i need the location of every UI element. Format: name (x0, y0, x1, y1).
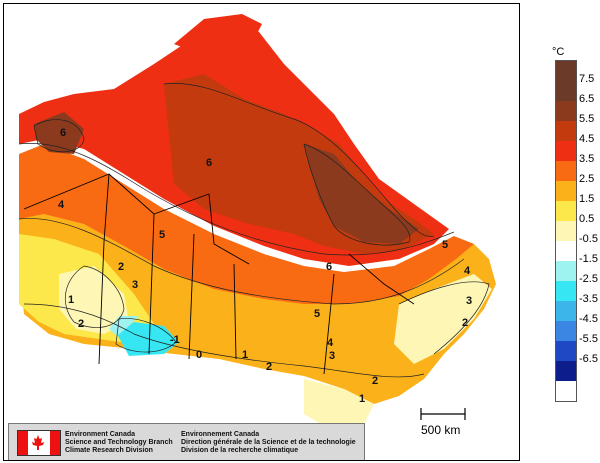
legend-label: 7.5 (579, 73, 595, 85)
contour-label: 3 (329, 350, 335, 362)
region-0-1-east (394, 274, 492, 364)
legend-unit: °C (552, 46, 565, 58)
contour-label: 4 (327, 337, 334, 349)
contour-label: 2 (266, 361, 272, 373)
legend-swatch (556, 61, 576, 81)
credit-fr-line: Division de la recherche climatique (181, 447, 299, 454)
legend-label: -5.5 (579, 333, 598, 345)
contour-label: 1 (242, 349, 248, 361)
legend-swatch (556, 341, 576, 361)
legend-label: -2.5 (579, 273, 598, 285)
contour-label: -1 (170, 334, 180, 346)
credit-fr-line: Environnement Canada (181, 431, 260, 438)
contour-label: 2 (372, 375, 378, 387)
legend-swatch (556, 301, 576, 321)
legend-swatch (556, 221, 576, 241)
contour-label: 4 (58, 199, 65, 211)
contour-label: 2 (462, 317, 468, 329)
contour-label: 6 (326, 261, 332, 273)
region-0-1 (59, 266, 129, 334)
legend-label: 1.5 (579, 193, 595, 205)
credit-french: Environnement Canada Direction générale … (181, 431, 356, 455)
legend-swatch (556, 261, 576, 281)
credit-en-line: Environment Canada (65, 431, 136, 438)
legend-swatch (556, 161, 576, 181)
region-3-4 (19, 144, 474, 304)
contour-label: 6 (60, 127, 66, 139)
legend-label: 5.5 (579, 113, 595, 125)
region-6-7 (304, 144, 419, 244)
contour-label: 2 (118, 261, 124, 273)
legend-swatch (556, 141, 576, 161)
legend-label: 4.5 (579, 133, 595, 145)
legend-label: -1.5 (579, 253, 598, 265)
legend-swatch (556, 361, 576, 381)
contour-label: 0 (196, 349, 202, 361)
legend-label: -3.5 (579, 293, 598, 305)
legend-label: 3.5 (579, 153, 595, 165)
contour-label: 5 (314, 308, 320, 320)
legend-label: 6.5 (579, 93, 595, 105)
boundaries (23, 173, 415, 375)
region-6-7-west (34, 112, 84, 154)
legend-swatch (556, 201, 576, 221)
contour-label: 5 (442, 239, 448, 251)
legend-swatch (556, 81, 576, 101)
canada-flag-icon (17, 430, 61, 456)
credit-box: Environment Canada Science and Technolog… (8, 423, 365, 460)
legend-swatch (556, 321, 576, 341)
legend-label: -6.5 (579, 353, 598, 365)
region-south-light (304, 379, 374, 429)
credit-en-line: Science and Technology Branch (65, 439, 173, 446)
region-2-3 (19, 209, 496, 404)
legend-swatch (556, 101, 576, 121)
legend-label: -0.5 (579, 233, 598, 245)
legend-label: 0.5 (579, 213, 595, 225)
contour-label: 6 (206, 157, 212, 169)
map-frame: 6 6 6 5 5 5 4 4 4 3 3 3 2 2 2 2 2 1 1 1 … (3, 3, 520, 461)
legend-label: 2.5 (579, 173, 595, 185)
scale-label: 500 km (421, 423, 461, 437)
temperature-change-map: 6 6 6 5 5 5 4 4 4 3 3 3 2 2 2 2 2 1 1 1 … (18, 14, 496, 429)
legend-swatch (556, 281, 576, 301)
legend-color-bar (555, 60, 577, 402)
contour-label: 3 (466, 295, 472, 307)
credit-en-line: Climate Research Division (65, 447, 153, 454)
credit-english: Environment Canada Science and Technolog… (65, 431, 173, 455)
contour-label: 2 (78, 318, 84, 330)
region-arctic (174, 14, 262, 59)
contour-label-group: 6 6 6 5 5 5 4 4 4 3 3 3 2 2 2 2 2 1 1 1 … (58, 127, 472, 405)
contour-label: 5 (159, 229, 165, 241)
legend-swatch (556, 121, 576, 141)
contour-label: 4 (464, 265, 471, 277)
legend-swatch (556, 181, 576, 201)
legend-label: -4.5 (579, 313, 598, 325)
credit-fr-line: Direction générale de la Science et de l… (181, 439, 356, 446)
legend-swatch (556, 241, 576, 261)
contour-label: 3 (132, 279, 138, 291)
scale-bar (420, 406, 466, 436)
contour-label: 1 (68, 294, 74, 306)
contour-label: 1 (359, 393, 365, 405)
